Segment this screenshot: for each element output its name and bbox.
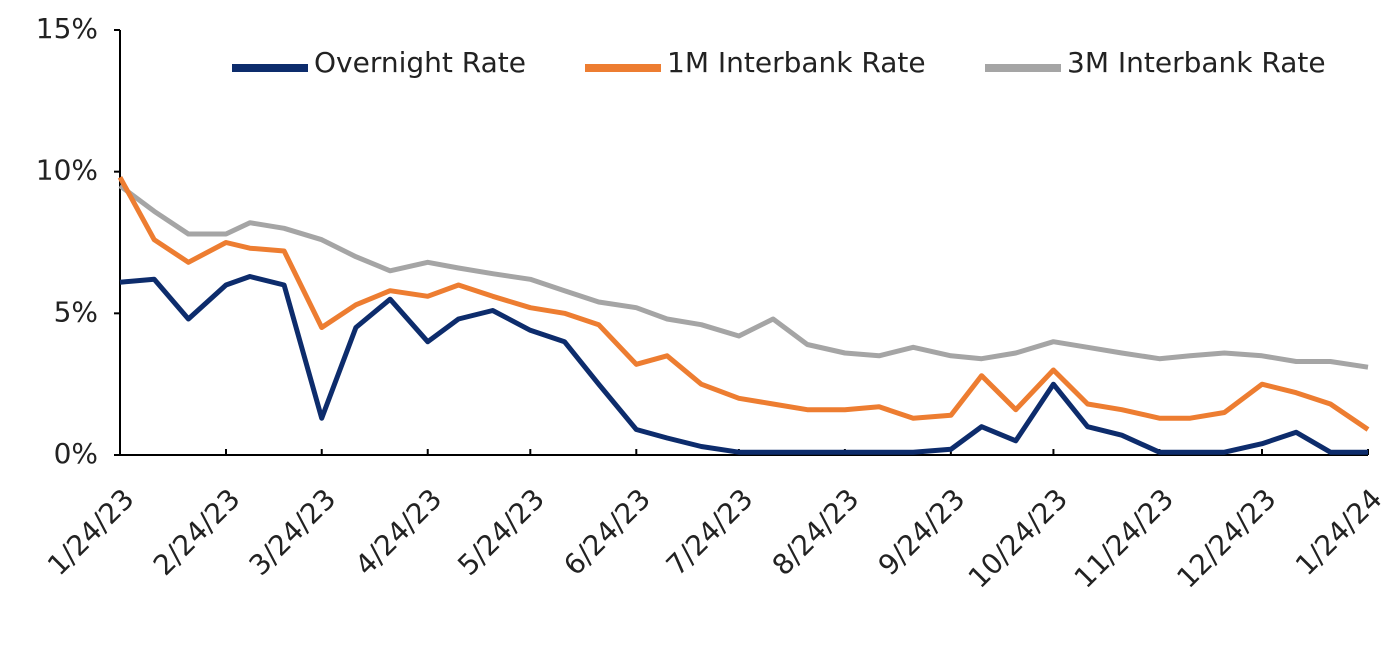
y-tick-label: 15% — [36, 12, 98, 45]
legend-label: Overnight Rate — [314, 46, 526, 79]
x-tick-label: 2/24/23 — [147, 482, 247, 582]
x-tick-label: 8/24/23 — [766, 482, 866, 582]
x-tick-label: 5/24/23 — [451, 482, 551, 582]
legend-label: 1M Interbank Rate — [667, 46, 926, 79]
series-line — [119, 274, 1368, 455]
x-tick-label: 9/24/23 — [872, 482, 972, 582]
y-tick-label: 5% — [54, 295, 98, 328]
y-tick-label: 0% — [54, 437, 98, 470]
x-tick-label: 3/24/23 — [243, 482, 343, 582]
legend-label: 3M Interbank Rate — [1067, 46, 1326, 79]
y-tick-label: 10% — [36, 154, 98, 187]
x-tick-label: 6/24/23 — [557, 482, 657, 582]
series-line — [118, 183, 1369, 370]
x-tick-label: 7/24/23 — [660, 482, 760, 582]
x-tick-label: 4/24/23 — [349, 482, 449, 582]
series-line — [117, 176, 1370, 432]
x-tick-label: 11/24/23 — [1068, 482, 1180, 594]
x-tick-label: 1/24/23 — [41, 482, 141, 582]
x-tick-label: 10/24/23 — [962, 482, 1074, 594]
x-tick-label: 1/24/24 — [1289, 482, 1389, 582]
x-tick-label: 12/24/23 — [1170, 482, 1282, 594]
